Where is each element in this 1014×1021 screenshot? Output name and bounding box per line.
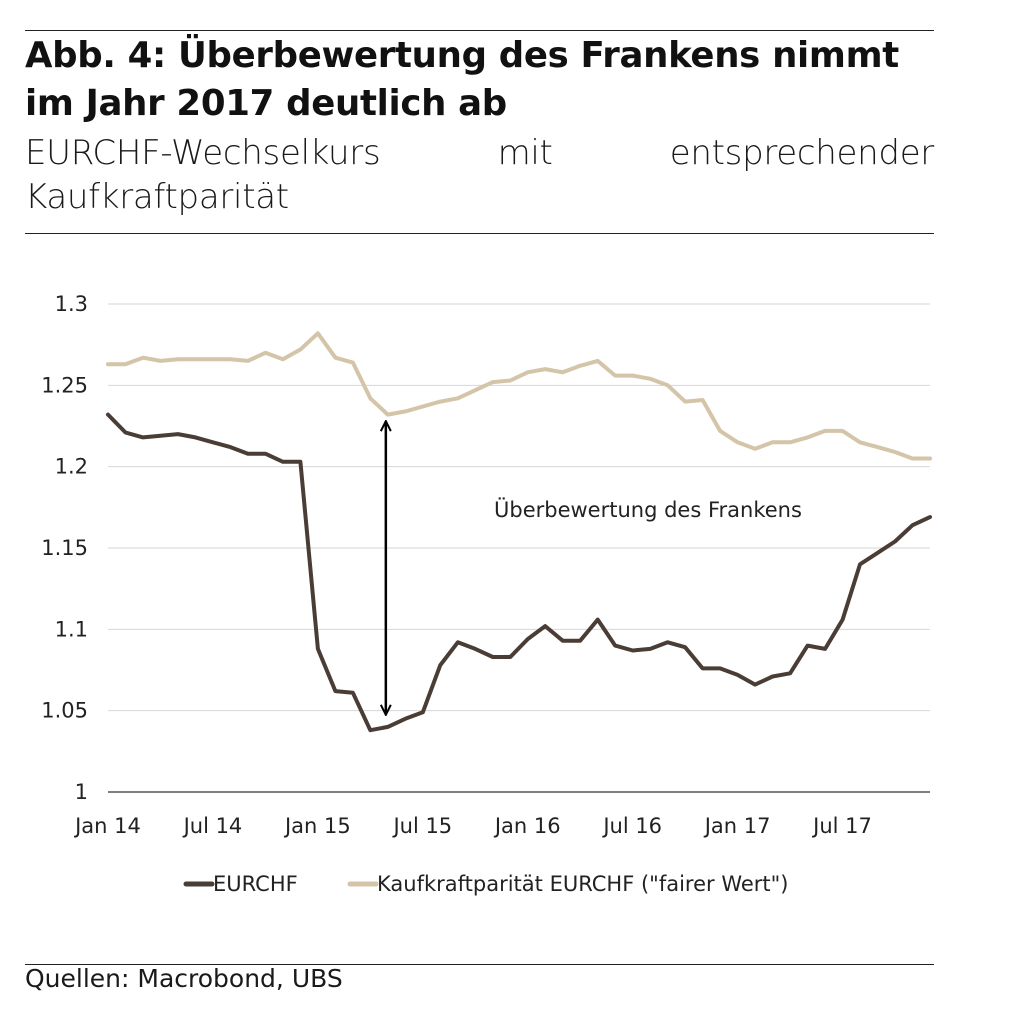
y-tick-label: 1 [75, 780, 88, 804]
legend-label-eurchf: EURCHF [213, 872, 298, 896]
y-tick-label: 1.25 [41, 373, 88, 397]
x-tick-label: Jan 16 [493, 814, 561, 838]
gridlines [108, 303, 930, 793]
y-tick-label: 1.3 [55, 292, 88, 316]
y-tick-label: 1.2 [55, 455, 88, 479]
source-note: Quellen: Macrobond, UBS [25, 964, 343, 993]
x-axis-tick-labels: Jan 14 Jul 14 Jan 15 Jul 15 Jan 16 Jul 16 Jan … [73, 814, 872, 838]
legend: EURCHF Kaufkraftparität EURCHF ("fairer W… [183, 872, 789, 896]
chart-title: Abb. 4: Überbewertung des Frankens nimmt… [25, 35, 899, 124]
legend-label-ppp: Kaufkraftparität EURCHF ("fairer Wert") [377, 872, 789, 896]
x-tick-label: Jan 17 [703, 814, 771, 838]
x-tick-label: Jul 15 [391, 814, 452, 838]
top-rule [25, 30, 934, 31]
footer-rule [25, 964, 934, 965]
header-rule [25, 233, 934, 234]
y-axis-tick-labels: 1 1.05 1.1 1.15 1.2 1.25 1.3 [41, 292, 88, 804]
y-tick-label: 1.1 [55, 617, 88, 641]
annotation: Überbewertung des Frankens [386, 421, 802, 715]
x-tick-label: Jan 15 [283, 814, 351, 838]
x-tick-label: Jul 14 [182, 814, 243, 838]
series-line-kaufkraftparitaet [106, 331, 932, 461]
chart-subtitle: EURCHF-Wechselkurs mit entsprechender Ka… [25, 133, 934, 217]
y-tick-label: 1.15 [41, 536, 88, 560]
annotation-label: Überbewertung des Frankens [494, 497, 802, 522]
y-tick-label: 1.05 [41, 699, 88, 723]
x-tick-label: Jul 16 [601, 814, 662, 838]
series-line-eurchf [106, 412, 932, 733]
x-tick-label: Jan 14 [73, 814, 141, 838]
series-lines [106, 331, 932, 733]
x-tick-label: Jul 17 [811, 814, 872, 838]
